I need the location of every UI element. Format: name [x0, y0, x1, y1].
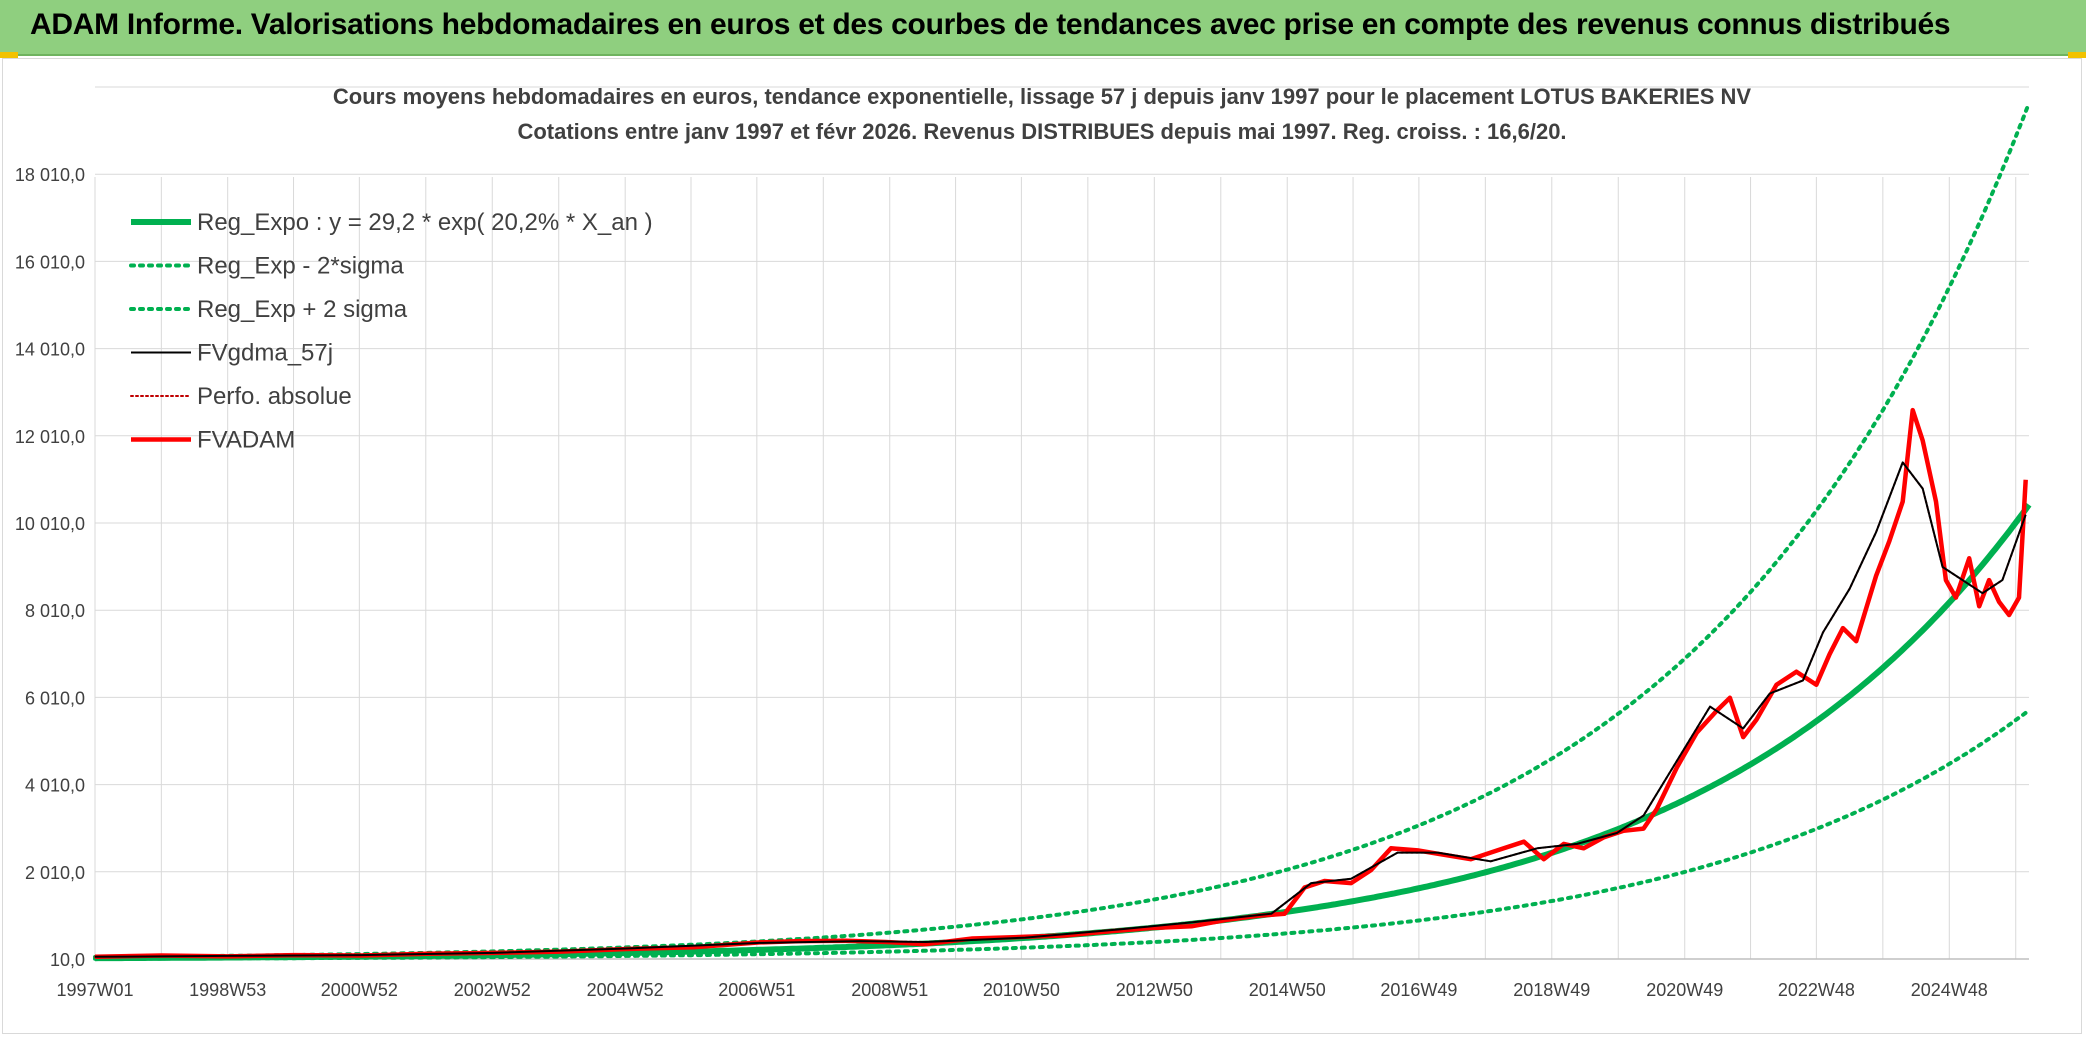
x-tick-label: 2002W52 [454, 980, 531, 1000]
x-axis: 1997W01 1998W53 2000W52 2002W52 2004W52 2006W… [56, 958, 2029, 1000]
y-tick-label: 12 010,0 [15, 427, 85, 447]
x-tick-label: 1997W01 [56, 980, 133, 1000]
x-tick-label: 2022W48 [1778, 980, 1855, 1000]
y-tick-label: 10,0 [50, 950, 85, 970]
x-tick-label: 2006W51 [718, 980, 795, 1000]
x-tick-label: 1998W53 [189, 980, 266, 1000]
y-tick-label: 10 010,0 [15, 514, 85, 534]
header-banner: ADAM Informe. Valorisations hebdomadaire… [0, 0, 2086, 56]
y-tick-label: 4 010,0 [25, 776, 85, 796]
x-tick-label: 2010W50 [983, 980, 1060, 1000]
series-line-fvadam [94, 407, 2028, 960]
x-tick-label: 2000W52 [321, 980, 398, 1000]
x-tick-label: 2012W50 [1116, 980, 1193, 1000]
legend-label: Reg_Exp - 2*sigma [197, 253, 404, 280]
grid [94, 86, 2029, 960]
y-axis: 10,0 2 010,0 4 010,0 6 010,0 8 010,0 10 010,0… [15, 165, 85, 970]
corner-mark [0, 52, 18, 58]
x-tick-label: 2018W49 [1513, 980, 1590, 1000]
legend-label: FVADAM [197, 427, 295, 454]
x-tick-label: 2020W49 [1646, 980, 1723, 1000]
series-line-reg-exp-minus-2sigma [93, 708, 2031, 961]
page-title: ADAM Informe. Valorisations hebdomadaire… [30, 8, 1951, 41]
chart-title: Cours moyens hebdomadaires en euros, ten… [333, 84, 1752, 109]
corner-mark [2068, 52, 2086, 58]
x-tick-label: 2014W50 [1249, 980, 1326, 1000]
x-tick-label: 2008W51 [851, 980, 928, 1000]
y-tick-label: 16 010,0 [15, 252, 85, 272]
x-tick-label: 2004W52 [587, 980, 664, 1000]
y-tick-label: 2 010,0 [25, 863, 85, 883]
series-line-fvgdma-57j [94, 461, 2027, 958]
x-tick-label: 2024W48 [1911, 980, 1988, 1000]
y-tick-label: 6 010,0 [25, 688, 85, 708]
legend: Reg_Expo : y = 29,2 * exp( 20,2% * X_an … [129, 209, 653, 454]
series-layer [93, 101, 2032, 962]
y-tick-label: 8 010,0 [25, 601, 85, 621]
legend-label: Reg_Exp + 2 sigma [197, 296, 408, 323]
legend-label: FVgdma_57j [197, 340, 333, 367]
y-tick-label: 18 010,0 [15, 165, 85, 185]
legend-label: Perfo. absolue [197, 383, 352, 410]
legend-label: Reg_Expo : y = 29,2 * exp( 20,2% * X_an … [197, 209, 653, 236]
chart-area: Cours moyens hebdomadaires en euros, ten… [2, 58, 2082, 1034]
chart-subtitle: Cotations entre janv 1997 et févr 2026. … [517, 119, 1566, 144]
series-line-reg-expo [94, 502, 2032, 962]
chart-svg: Cours moyens hebdomadaires en euros, ten… [15, 84, 2032, 1000]
x-tick-label: 2016W49 [1380, 980, 1457, 1000]
y-tick-label: 14 010,0 [15, 340, 85, 360]
